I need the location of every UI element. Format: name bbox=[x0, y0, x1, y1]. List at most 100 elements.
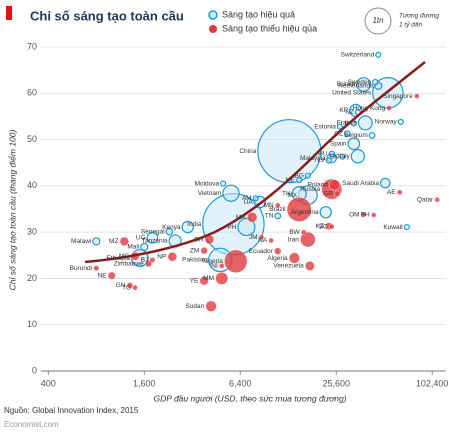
point-label: Singapore bbox=[383, 93, 413, 100]
y-tick-label: 60 bbox=[27, 88, 37, 98]
legend-swatch bbox=[209, 25, 217, 33]
point-label: Sweden bbox=[348, 79, 372, 86]
bubble bbox=[199, 276, 209, 286]
point-label: NE bbox=[97, 272, 107, 279]
bubble bbox=[319, 206, 332, 219]
bubble bbox=[347, 137, 361, 151]
bubble bbox=[396, 189, 403, 196]
point-label: TG bbox=[122, 284, 131, 291]
bubble bbox=[181, 220, 195, 234]
point-label: Senegal bbox=[141, 228, 165, 235]
point-label: Italy bbox=[338, 153, 351, 160]
point-label: KZ bbox=[315, 223, 323, 230]
point-label: IL bbox=[344, 120, 350, 127]
point-label: GR bbox=[323, 190, 333, 197]
size-legend-label: 1tn bbox=[372, 16, 384, 25]
point-label: ZM bbox=[190, 247, 199, 254]
size-legend-note: 1 tỷ dân bbox=[399, 22, 423, 29]
point-label: KR bbox=[339, 107, 348, 114]
point-label: Kenya bbox=[162, 224, 181, 231]
point-label: PH bbox=[227, 224, 236, 231]
point-label: Russia bbox=[300, 186, 320, 193]
point-label: UA bbox=[244, 199, 254, 206]
point-label: Venezuela bbox=[273, 263, 304, 270]
point-label: MG bbox=[119, 253, 129, 260]
y-tick-label: 0 bbox=[32, 365, 37, 375]
bubble bbox=[356, 77, 371, 92]
bubble bbox=[288, 252, 300, 264]
bubble bbox=[224, 249, 248, 273]
point-label: Hong Kong bbox=[353, 105, 386, 112]
bubble bbox=[275, 202, 281, 208]
point-label: NP bbox=[157, 253, 166, 260]
labels: China India United States Pakistan MX PH Ethio… bbox=[70, 52, 434, 310]
bubble bbox=[237, 217, 256, 237]
point-label: Ethiopia bbox=[106, 255, 130, 262]
bubble bbox=[414, 93, 420, 99]
bubble bbox=[258, 234, 265, 240]
bubble bbox=[403, 223, 410, 231]
point-label: Saudi Arabia bbox=[342, 180, 379, 187]
bubble bbox=[368, 131, 376, 139]
point-label: Brazil bbox=[269, 206, 286, 213]
bubble bbox=[165, 227, 174, 236]
point-label: Mali bbox=[127, 244, 139, 251]
point-label: BJ bbox=[141, 257, 149, 264]
point-label: JM bbox=[249, 234, 258, 241]
bubble bbox=[220, 180, 227, 187]
point-label: MN bbox=[264, 202, 274, 209]
point-label: CZ bbox=[334, 130, 343, 137]
bubble bbox=[350, 149, 366, 164]
title-marker bbox=[6, 6, 12, 20]
point-label: OM bbox=[349, 211, 359, 218]
x-tick-label: 25,600 bbox=[322, 378, 350, 388]
point-label: Norway bbox=[375, 119, 398, 126]
point-label: Algeria bbox=[267, 255, 288, 262]
point-label: TN bbox=[265, 213, 274, 220]
size-legend-circle bbox=[364, 7, 392, 35]
point-label: Spain bbox=[330, 140, 347, 147]
size-legend-note: Tương đương bbox=[399, 13, 439, 20]
point-label: France bbox=[337, 120, 358, 127]
bubble bbox=[375, 51, 382, 58]
point-label: Netherlands bbox=[338, 83, 374, 90]
point-label: Zimbabwe bbox=[114, 260, 144, 267]
bubble bbox=[339, 153, 346, 160]
bubble bbox=[107, 271, 116, 280]
bubble bbox=[140, 242, 149, 252]
point-label: Argentina bbox=[291, 209, 319, 216]
bubble bbox=[246, 212, 258, 223]
bubble bbox=[119, 236, 129, 247]
point-label: Pakistan bbox=[182, 257, 207, 264]
y-tick-label: 30 bbox=[27, 227, 37, 237]
point-label: India bbox=[187, 221, 201, 228]
point-label: Burundi bbox=[70, 265, 92, 272]
point-label: Poland bbox=[308, 182, 329, 189]
point-label: GH bbox=[194, 236, 204, 243]
point-label: Switzerland bbox=[341, 52, 375, 59]
grid: 0 10 20 30 40 50 60 70 400 1,600 6,400 25,600 102,40… bbox=[27, 41, 448, 388]
point-label: ME bbox=[285, 177, 295, 184]
y-tick-label: 40 bbox=[27, 180, 37, 190]
bubble bbox=[329, 223, 335, 230]
point-label: Estonia bbox=[314, 123, 336, 130]
bubble bbox=[286, 197, 312, 222]
source: Nguồn: Global Innovation Index, 2015 bbox=[4, 406, 139, 415]
trend-line bbox=[84, 61, 426, 264]
point-label: Kuwait bbox=[383, 224, 403, 231]
point-label: MX bbox=[287, 192, 297, 199]
bubble bbox=[334, 190, 341, 197]
point-label: YE bbox=[190, 277, 199, 284]
bubble bbox=[126, 282, 134, 289]
bubble bbox=[219, 263, 225, 269]
point-label: Qatar bbox=[417, 196, 434, 203]
point-label: Vietnam bbox=[198, 190, 222, 197]
bubble bbox=[357, 115, 373, 131]
point-label: Nigeria bbox=[202, 258, 223, 265]
y-tick-label: 70 bbox=[27, 41, 37, 51]
point-label: AM bbox=[242, 195, 252, 202]
legend-swatch bbox=[208, 10, 218, 20]
point-label: SK bbox=[330, 153, 339, 160]
bubble bbox=[386, 105, 392, 111]
